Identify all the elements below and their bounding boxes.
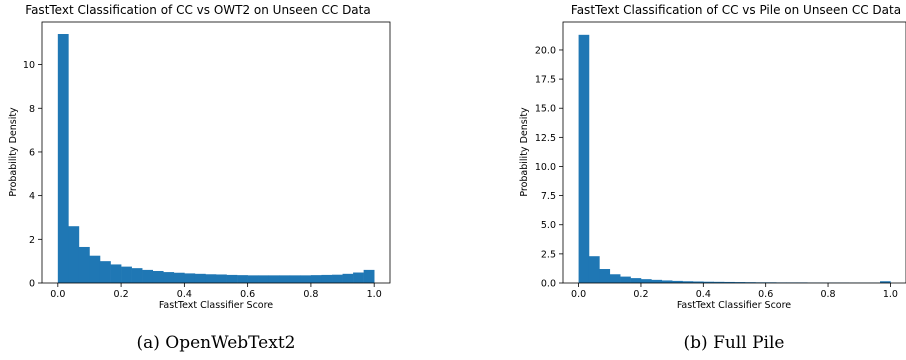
histogram-bar <box>353 272 364 283</box>
histogram-bar <box>279 275 291 283</box>
histogram-bar <box>163 272 175 283</box>
y-axis-ticks: 0 2 4 6 8 10 <box>23 60 42 290</box>
histogram-bar <box>289 275 301 283</box>
chart-title: FastText Classification of CC vs Pile on… <box>571 3 901 17</box>
histogram-bar <box>205 274 217 283</box>
histogram-bar <box>142 269 154 283</box>
y-tick-label: 10 <box>23 60 35 71</box>
histogram-bar <box>78 246 90 283</box>
histogram-bar <box>68 226 80 283</box>
histogram-bar <box>599 269 611 283</box>
y-axis-ticks: 0.0 2.5 5.0 7.5 10.0 12.5 15.0 17.5 20.0 <box>535 45 563 290</box>
histogram-bar <box>578 34 590 284</box>
histogram-bars <box>578 34 891 284</box>
x-tick-label: 0.2 <box>114 289 129 300</box>
histogram-bar <box>57 34 69 283</box>
panel-caption: (b) Full Pile <box>684 333 785 353</box>
histogram-bar <box>321 274 333 283</box>
y-axis-label: Probability Density <box>519 107 530 197</box>
x-tick-label: 0.8 <box>303 289 318 300</box>
histogram-bar <box>734 282 746 283</box>
y-tick-label: 0.0 <box>541 279 556 290</box>
histogram-bars <box>57 34 375 283</box>
histogram-bar <box>184 273 196 283</box>
histogram-bar <box>692 281 704 283</box>
histogram-bar <box>672 280 683 283</box>
histogram-bar <box>661 280 673 283</box>
histogram-bar <box>332 274 343 283</box>
y-tick-label: 4 <box>29 191 35 202</box>
histogram-panel-pile: FastText Classification of CC vs Pile on… <box>519 3 906 353</box>
histogram-bar <box>630 278 642 283</box>
y-tick-label: 2 <box>29 235 35 246</box>
histogram-bar <box>744 282 756 283</box>
histogram-bar <box>131 268 143 283</box>
histogram-bar <box>258 275 270 283</box>
histogram-bar <box>300 275 312 283</box>
histogram-bar <box>609 274 621 283</box>
x-tick-label: 0.0 <box>571 289 586 300</box>
x-tick-label: 0.4 <box>177 289 192 300</box>
y-tick-label: 0 <box>29 279 35 290</box>
histogram-bar <box>99 261 111 283</box>
histogram-bar <box>216 274 227 283</box>
histogram-bar <box>651 279 663 283</box>
x-tick-label: 1.0 <box>883 289 898 300</box>
x-tick-label: 0.4 <box>696 289 711 300</box>
histogram-panel-owt2: FastText Classification of CC vs OWT2 on… <box>8 3 391 353</box>
histogram-bar <box>247 275 259 283</box>
x-tick-label: 0.0 <box>50 289 65 300</box>
histogram-bar <box>310 275 322 283</box>
x-tick-label: 0.6 <box>758 289 773 300</box>
y-tick-label: 20.0 <box>535 45 556 56</box>
histogram-bar <box>640 279 652 283</box>
y-tick-label: 10.0 <box>535 162 556 173</box>
histogram-bar <box>713 281 725 283</box>
histogram-bar <box>152 270 164 283</box>
x-axis-label: FastText Classifier Score <box>677 300 791 311</box>
x-axis-ticks: 0.0 0.2 0.4 0.6 0.8 1.0 <box>50 283 382 300</box>
x-tick-label: 0.8 <box>820 289 835 300</box>
x-tick-label: 1.0 <box>367 289 382 300</box>
y-tick-label: 8 <box>29 104 35 115</box>
x-tick-label: 0.6 <box>240 289 255 300</box>
histogram-bar <box>194 273 206 283</box>
histogram-bar <box>226 274 238 283</box>
histogram-bar <box>682 281 694 283</box>
chart-title: FastText Classification of CC vs OWT2 on… <box>25 3 370 17</box>
x-axis-label: FastText Classifier Score <box>159 300 273 311</box>
y-tick-label: 2.5 <box>541 249 556 260</box>
x-axis-ticks: 0.0 0.2 0.4 0.6 0.8 1.0 <box>571 283 898 300</box>
histogram-bar <box>110 264 122 283</box>
axes-frame <box>562 21 906 284</box>
y-tick-label: 15.0 <box>535 104 556 115</box>
histogram-bar <box>703 281 715 283</box>
histogram-bar <box>620 276 631 283</box>
histogram-bar <box>724 281 735 283</box>
y-tick-label: 12.5 <box>535 133 556 144</box>
histogram-bar <box>268 275 280 283</box>
histogram-bar <box>121 266 132 283</box>
histogram-bar <box>89 255 101 283</box>
x-tick-label: 0.2 <box>633 289 648 300</box>
axes-frame <box>41 21 391 284</box>
y-tick-label: 17.5 <box>535 75 556 86</box>
y-tick-label: 7.5 <box>541 191 556 202</box>
panel-caption: (a) OpenWebText2 <box>137 333 296 353</box>
histogram-bar <box>880 281 891 283</box>
y-tick-label: 5.0 <box>541 220 556 231</box>
y-axis-label: Probability Density <box>8 107 19 197</box>
histogram-bar <box>173 272 185 283</box>
y-tick-label: 6 <box>29 147 35 158</box>
histogram-bar <box>342 273 354 283</box>
histogram-bar <box>363 269 375 283</box>
histogram-bar <box>588 256 600 283</box>
histogram-bar <box>237 275 248 283</box>
